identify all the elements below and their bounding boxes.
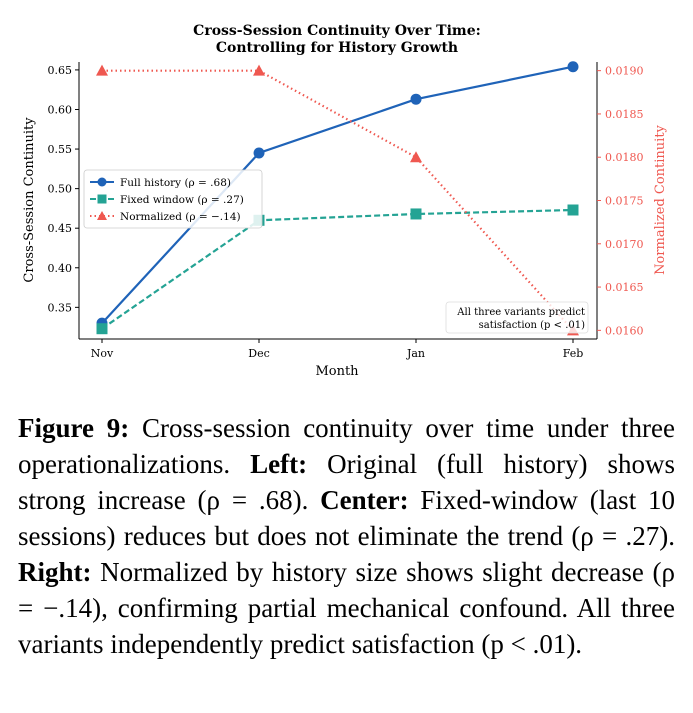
legend-label-normalized: Normalized (ρ = −.14) <box>120 211 241 223</box>
left-tick-label: 0.40 <box>48 262 73 275</box>
caption-intro: Cross-session continuity over time under… <box>18 413 676 479</box>
left-y-axis: 0.35 0.40 0.45 0.50 0.55 0.60 0.65 <box>48 64 79 314</box>
x-tick-label: Dec <box>248 347 270 360</box>
left-tick-label: 0.35 <box>48 301 73 314</box>
data-point <box>410 208 422 220</box>
right-tick-label: 0.0175 <box>605 195 644 208</box>
data-point <box>567 204 579 216</box>
series-line-0 <box>101 65 574 324</box>
left-tick-label: 0.50 <box>48 183 73 196</box>
right-tick-label: 0.0185 <box>605 108 644 121</box>
caption-figure-label: Figure 9: <box>18 413 130 443</box>
right-tick-label: 0.0190 <box>605 65 644 78</box>
continuity-chart: Cross-Session Continuity Over Time: Cont… <box>22 23 668 379</box>
series-line-1 <box>101 208 574 330</box>
x-tick-label: Jan <box>406 347 425 360</box>
caption-right-text: Normalized by history size shows slight … <box>18 557 675 659</box>
right-tick-label: 0.0165 <box>605 281 644 294</box>
annotation-box <box>445 301 589 334</box>
right-tick-label: 0.0180 <box>605 151 644 164</box>
right-tick-label: 0.0170 <box>605 238 644 251</box>
right-tick-label: 0.0160 <box>605 324 644 337</box>
annotation: All three variants predict satisfaction … <box>445 301 589 334</box>
x-axis-label: Month <box>315 364 359 379</box>
caption-left-label: Left: <box>250 449 308 479</box>
series-layer <box>96 61 579 336</box>
annotation-line-2: satisfaction (p < .01) <box>479 320 586 331</box>
data-point <box>96 323 108 335</box>
legend-marker-fixed-window <box>97 194 107 204</box>
data-point <box>410 93 422 105</box>
right-y-axis: 0.0160 0.0165 0.0170 0.0175 0.0180 0.0185 0.01… <box>597 65 644 337</box>
legend-label-fixed-window: Fixed window (ρ = .27) <box>120 194 244 206</box>
x-tick-label: Nov <box>91 347 114 360</box>
caption-center-label: Center: <box>320 485 409 515</box>
chart-title-line-1: Cross-Session Continuity Over Time: <box>193 23 481 39</box>
left-tick-label: 0.45 <box>48 222 73 235</box>
left-tick-label: 0.65 <box>48 64 73 77</box>
legend-box <box>83 169 263 229</box>
x-tick-label: Feb <box>563 347 584 360</box>
left-tick-label: 0.55 <box>48 143 73 156</box>
chart-title-line-2: Controlling for History Growth <box>216 40 458 56</box>
data-point <box>253 147 265 159</box>
figure-caption: Figure 9: Cross-session continuity over … <box>18 410 675 662</box>
right-y-axis-label: Normalized Continuity <box>653 124 668 274</box>
left-tick-label: 0.60 <box>48 103 73 116</box>
legend: Full history (ρ = .68) Fixed window (ρ =… <box>83 169 263 229</box>
x-axis: Nov Dec Jan Feb <box>91 339 584 360</box>
caption-right-label: Right: <box>18 557 92 587</box>
data-point <box>567 61 579 73</box>
caption-left-text: Original (full history) shows strong inc… <box>18 449 675 515</box>
data-point <box>96 64 108 76</box>
caption-center-text: Fixed-window (last 10 sessions) reduces … <box>18 485 675 551</box>
left-y-axis-label: Cross-Session Continuity <box>22 117 37 283</box>
annotation-line-1: All three variants predict <box>456 307 585 318</box>
legend-marker-normalized <box>97 211 107 220</box>
data-point <box>410 151 422 163</box>
legend-marker-full-history <box>97 177 107 187</box>
data-point <box>253 64 265 76</box>
legend-label-full-history: Full history (ρ = .68) <box>120 177 231 189</box>
